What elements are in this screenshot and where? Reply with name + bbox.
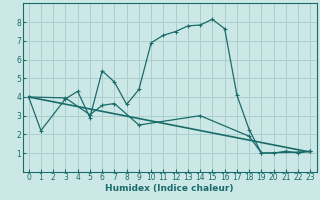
X-axis label: Humidex (Indice chaleur): Humidex (Indice chaleur): [105, 184, 234, 193]
